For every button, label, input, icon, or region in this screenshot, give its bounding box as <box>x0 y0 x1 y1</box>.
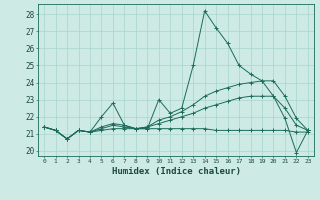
X-axis label: Humidex (Indice chaleur): Humidex (Indice chaleur) <box>111 167 241 176</box>
